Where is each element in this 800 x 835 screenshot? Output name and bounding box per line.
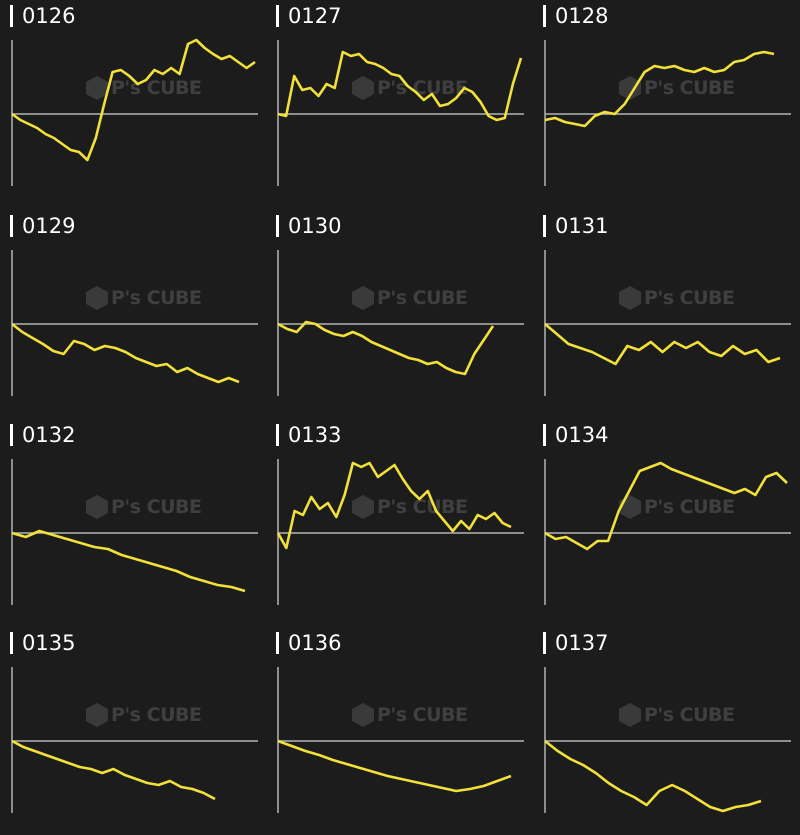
series-line	[12, 531, 245, 591]
series-line	[545, 463, 787, 549]
line-chart	[266, 0, 532, 208]
series-line	[278, 463, 511, 548]
series-line	[545, 324, 780, 364]
series-line	[12, 741, 215, 799]
series-line	[278, 322, 493, 374]
line-chart	[266, 210, 532, 418]
line-chart	[533, 210, 799, 418]
line-chart	[533, 0, 799, 208]
series-line	[278, 52, 521, 120]
line-chart	[266, 419, 532, 627]
line-chart	[266, 627, 532, 835]
series-line	[545, 741, 761, 811]
series-line	[12, 40, 255, 160]
line-chart	[533, 419, 799, 627]
series-line	[545, 52, 774, 126]
line-chart	[0, 0, 266, 208]
series-line	[12, 324, 239, 382]
series-line	[278, 741, 511, 791]
line-chart	[0, 627, 266, 835]
line-chart	[0, 210, 266, 418]
line-chart	[0, 419, 266, 627]
line-chart	[533, 627, 799, 835]
